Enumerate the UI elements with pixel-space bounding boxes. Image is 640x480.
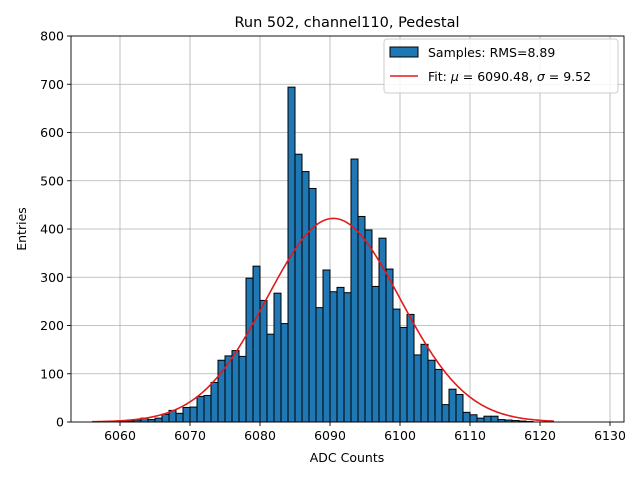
histogram-bar	[434, 368, 443, 423]
histogram-bar	[350, 158, 359, 423]
legend-fit-label: Fit: μ = 6090.48, σ = 9.52	[428, 69, 591, 84]
histogram-bar	[364, 229, 373, 423]
histogram-bar	[469, 414, 478, 423]
x-tick-label: 6080	[244, 428, 276, 443]
histogram-bar	[483, 415, 492, 423]
histogram-bar	[413, 354, 422, 423]
histogram-bar	[273, 292, 282, 423]
histogram-bar	[392, 308, 401, 423]
y-tick-label: 600	[40, 125, 64, 140]
histogram-bar	[476, 417, 485, 423]
y-tick-label: 0	[56, 415, 64, 430]
histogram-bar	[196, 395, 205, 423]
histogram-bar	[203, 394, 212, 423]
legend-box	[383, 38, 619, 94]
x-tick-label: 6070	[174, 428, 206, 443]
legend-histogram-label: Samples: RMS=8.89	[428, 45, 555, 60]
histogram-bar	[441, 404, 450, 423]
histogram-bar	[161, 413, 170, 423]
histogram-bar	[252, 265, 261, 423]
histogram-bar	[462, 411, 471, 423]
y-axis-label: Entries	[14, 207, 29, 251]
y-tick-label: 500	[40, 173, 64, 188]
histogram-bar	[448, 388, 457, 423]
histogram-bar	[175, 412, 184, 423]
histogram-bar	[420, 343, 429, 423]
x-tick-label: 6120	[524, 428, 556, 443]
x-tick-label: 6110	[454, 428, 486, 443]
fit-curve	[91, 217, 555, 423]
x-tick-label: 6060	[104, 428, 136, 443]
histogram-bar	[336, 286, 345, 423]
chart-title: Run 502, channel110, Pedestal	[234, 15, 459, 31]
histogram-bar	[490, 415, 499, 423]
histogram-bar	[182, 407, 191, 423]
histogram-bar	[301, 171, 310, 423]
x-tick-label: 6100	[384, 428, 416, 443]
histogram-bar	[280, 323, 289, 423]
y-tick-label: 300	[40, 270, 64, 285]
histogram-bar	[329, 291, 338, 423]
histogram-bar	[455, 393, 464, 423]
x-axis-ticks: 6060 6070 6080 6090 6100 6110 6120 6130	[104, 422, 626, 443]
y-axis-ticks: 0 100 200 300 400 500 600 700 800	[40, 29, 71, 430]
histogram-bar	[154, 417, 163, 423]
legend-histogram-swatch	[389, 46, 419, 58]
y-tick-label: 700	[40, 77, 64, 92]
histogram-bar	[231, 350, 240, 423]
histogram-bar	[427, 359, 436, 423]
histogram-bar	[308, 187, 317, 423]
y-tick-label: 400	[40, 222, 64, 237]
histogram-bar	[189, 406, 198, 423]
histogram-bar	[266, 333, 275, 423]
histogram-bar	[245, 277, 254, 423]
x-tick-label: 6090	[314, 428, 346, 443]
histogram-bar	[385, 268, 394, 423]
histogram-bar	[294, 153, 303, 423]
legend: Samples: RMS=8.89 Fit: μ = 6090.48, σ = …	[383, 38, 619, 94]
x-tick-label: 6130	[594, 428, 626, 443]
histogram-bar	[357, 215, 366, 423]
histogram-bar	[399, 326, 408, 423]
x-axis-label: ADC Counts	[310, 450, 385, 465]
histogram-bar	[371, 285, 380, 423]
histogram-bar	[343, 292, 352, 423]
histogram-bar	[238, 355, 247, 423]
histogram-bar	[322, 269, 331, 423]
y-tick-label: 100	[40, 366, 64, 381]
y-tick-label: 800	[40, 29, 64, 44]
histogram-bar	[315, 307, 324, 423]
histogram-bar	[210, 381, 219, 423]
histogram-bar	[406, 313, 415, 423]
histogram-bar	[259, 299, 268, 423]
y-tick-label: 200	[40, 318, 64, 333]
